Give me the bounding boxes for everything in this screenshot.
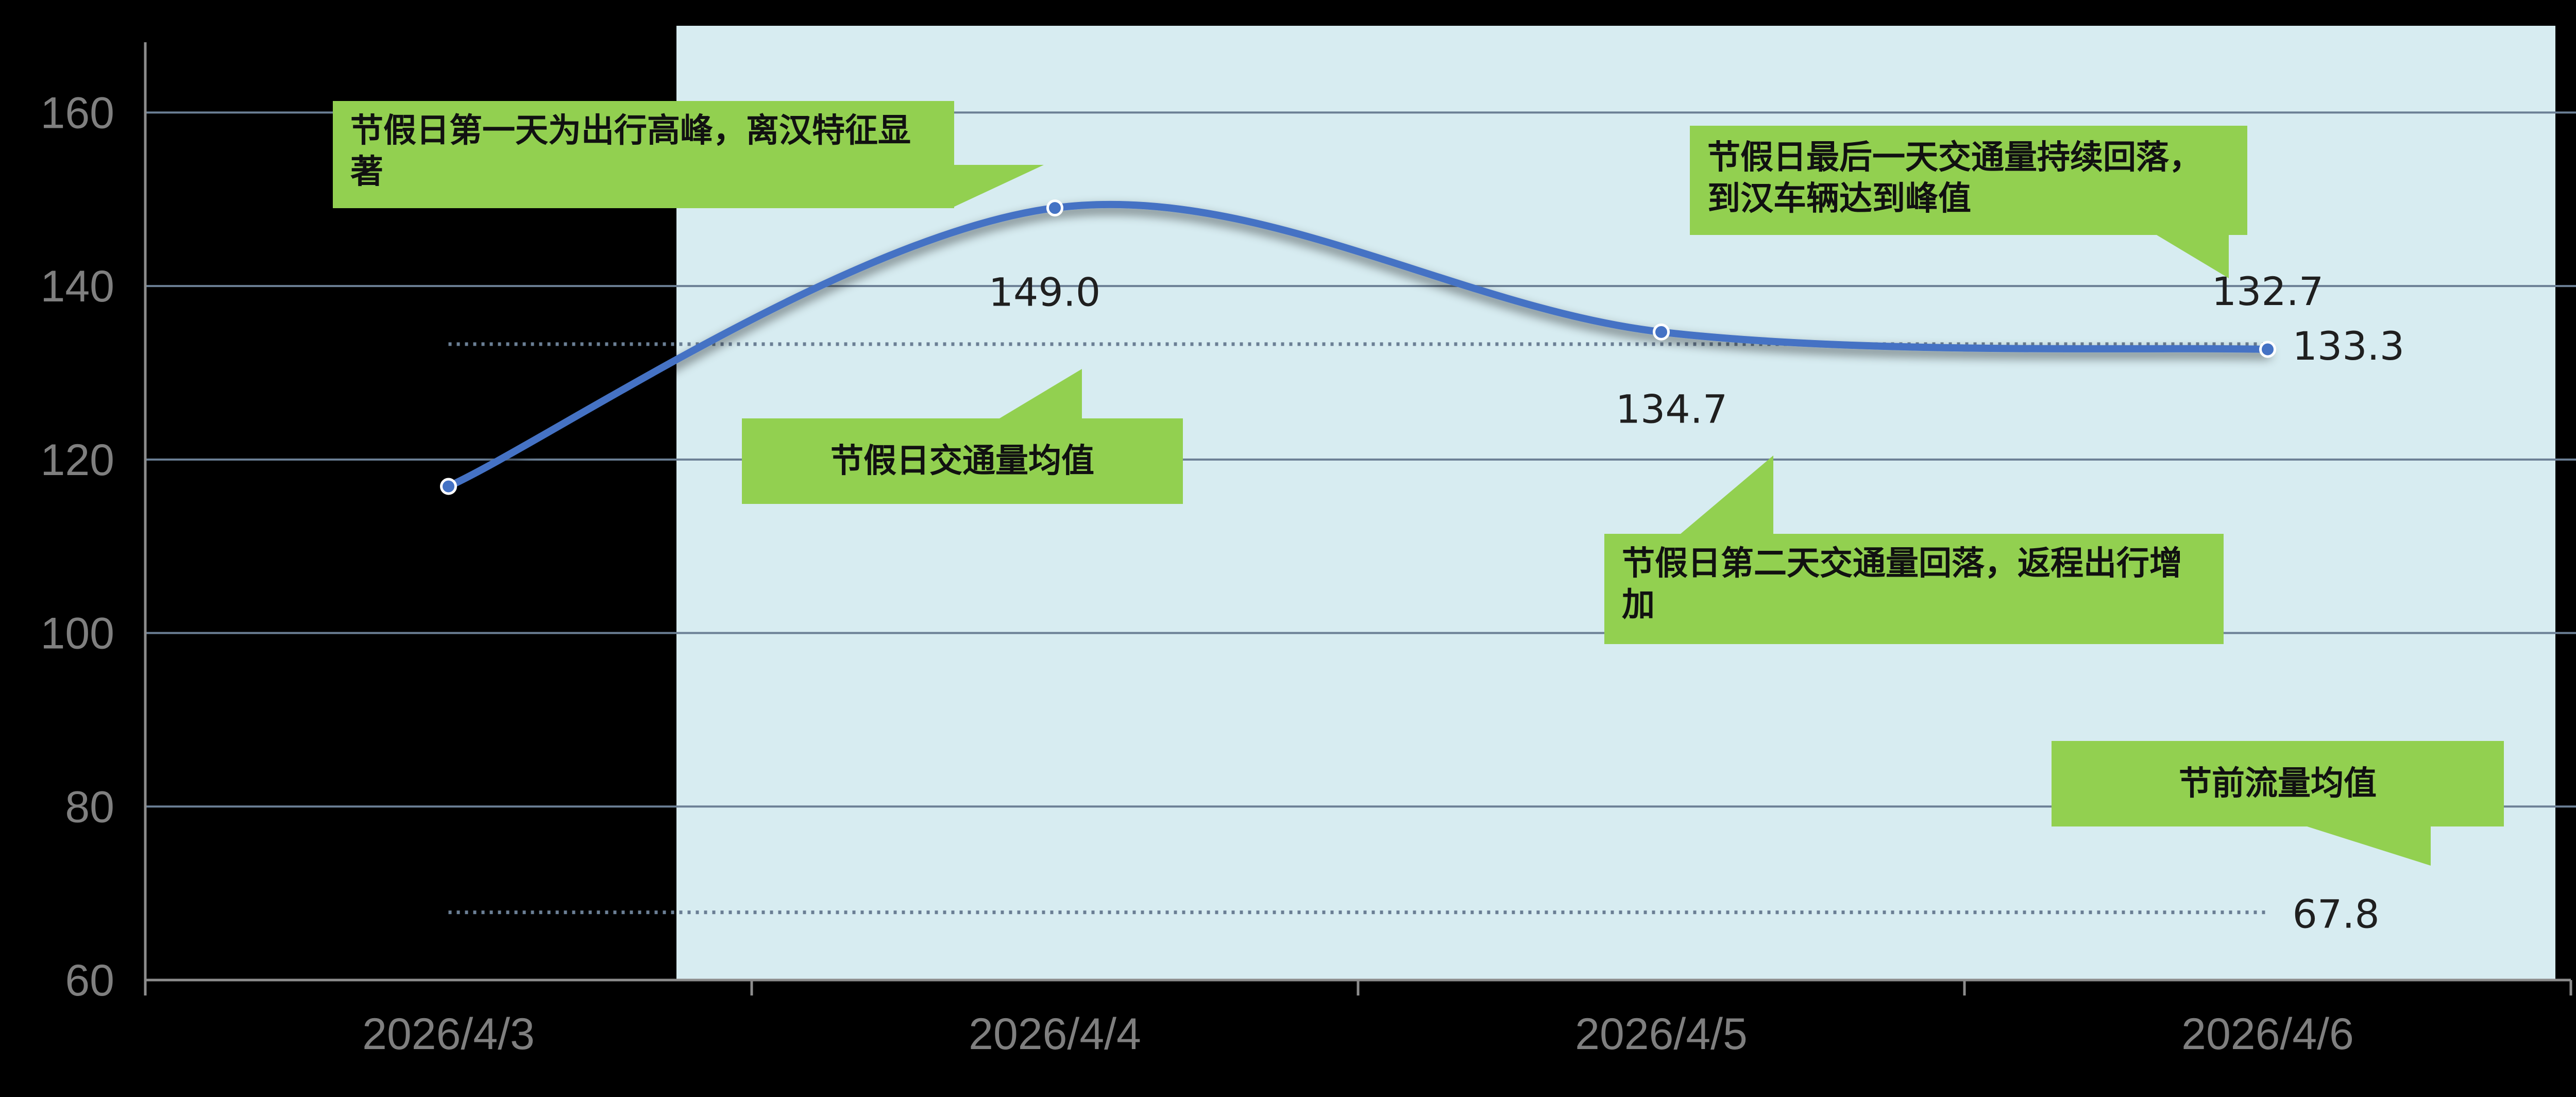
callout-tail: [1681, 455, 1773, 534]
y-tick-label: 160: [41, 88, 115, 138]
annotation-text: 节假日第一天为出行高峰，离汉特征显著: [350, 112, 911, 191]
data-label: 132.7: [2212, 268, 2324, 314]
callout-tail: [951, 165, 1044, 208]
data-label: 134.7: [1616, 386, 1728, 432]
annotation-pre-holiday-mean: 节前流量均值: [2052, 741, 2504, 866]
data-point: [1653, 323, 1670, 341]
y-tick-label: 140: [41, 262, 115, 311]
annotation-text: 节假日交通量均值: [831, 442, 1094, 480]
annotation-first-day-peak: 节假日第一天为出行高峰，离汉特征显著: [333, 101, 1044, 208]
callout-tail: [2157, 235, 2229, 278]
reference-line-label: 133.3: [2293, 323, 2405, 369]
reference-lines: [448, 342, 2268, 915]
data-label: 149.0: [989, 269, 1101, 315]
x-tick-label: 2026/4/3: [362, 1009, 535, 1059]
reference-line-label: 67.8: [2293, 891, 2380, 937]
callout-tail: [2307, 826, 2431, 866]
data-labels: 133.3 67.8 149.0 134.7 132.7: [989, 268, 2404, 937]
annotation-last-day: 节假日最后一天交通量持续回落，到汉车辆达到峰值: [1690, 126, 2247, 278]
annotation-second-day-drop: 节假日第二天交通量回落，返程出行增加: [1604, 455, 2224, 644]
y-tick-label: 80: [65, 782, 114, 832]
data-point: [440, 478, 457, 495]
data-point: [1046, 199, 1063, 217]
data-point: [2259, 341, 2276, 358]
axes: 60 80 100 120 140 160 2026/4/3 2026/4/4 2026/4/5…: [41, 42, 2572, 1059]
x-tick-label: 2026/4/5: [1575, 1009, 1748, 1059]
x-tick-label: 2026/4/4: [969, 1009, 1141, 1059]
annotation-text: 节前流量均值: [2179, 765, 2377, 803]
series-line: [440, 199, 2276, 495]
y-tick-label: 100: [41, 609, 115, 659]
series-line-path: [445, 200, 2272, 491]
x-tick-label: 2026/4/6: [2181, 1009, 2354, 1059]
y-tick-label: 60: [65, 956, 114, 1005]
callout-tail: [999, 369, 1082, 418]
y-tick-label: 120: [41, 435, 115, 485]
annotation-text: 节假日最后一天交通量持续回落，到汉车辆达到峰值: [1707, 139, 2202, 218]
annotation-text: 节假日第二天交通量回落，返程出行增加: [1622, 545, 2182, 624]
annotation-holiday-mean: 节假日交通量均值: [742, 369, 1183, 504]
